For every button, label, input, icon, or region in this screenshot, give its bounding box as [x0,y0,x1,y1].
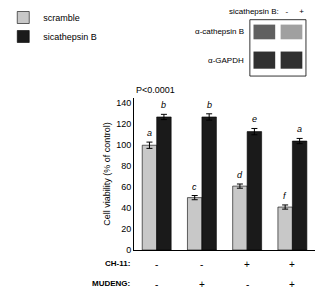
svg-text:140: 140 [116,98,131,108]
svg-text:100: 100 [116,140,131,150]
svg-text:sicathepsin B: sicathepsin B [43,32,97,42]
svg-text:Cell viability (% of control): Cell viability (% of control) [102,122,112,226]
svg-text:CH-11:: CH-11: [105,259,130,268]
svg-text:60: 60 [121,182,131,192]
svg-text:+: + [244,259,250,270]
svg-text:-: - [155,259,158,270]
svg-text:α-cathepsin B: α-cathepsin B [195,27,244,36]
svg-text:+: + [289,259,295,270]
svg-text:-: - [246,279,249,290]
svg-text:0: 0 [126,245,131,255]
svg-text:P<0.0001: P<0.0001 [136,85,175,95]
svg-text:+: + [199,279,205,290]
svg-text:-: - [200,259,203,270]
svg-text:f: f [283,191,287,201]
svg-text:MUDENG:: MUDENG: [92,279,130,288]
svg-text:b: b [207,100,212,110]
svg-text:a: a [297,124,302,134]
svg-text:20: 20 [121,224,131,234]
svg-text:a: a [147,128,152,138]
svg-text:d: d [237,170,243,180]
svg-text:40: 40 [121,203,131,213]
svg-text:b: b [161,100,166,110]
svg-text:sicathepsin B: - +: sicathepsin B: - + [229,7,304,16]
svg-text:e: e [252,114,257,124]
svg-text:+: + [289,279,295,290]
svg-text:c: c [192,182,197,192]
svg-text:80: 80 [121,161,131,171]
svg-text:α-GAPDH: α-GAPDH [208,56,244,65]
svg-text:-: - [155,279,158,290]
svg-text:120: 120 [116,119,131,129]
svg-text:scramble: scramble [43,13,80,23]
